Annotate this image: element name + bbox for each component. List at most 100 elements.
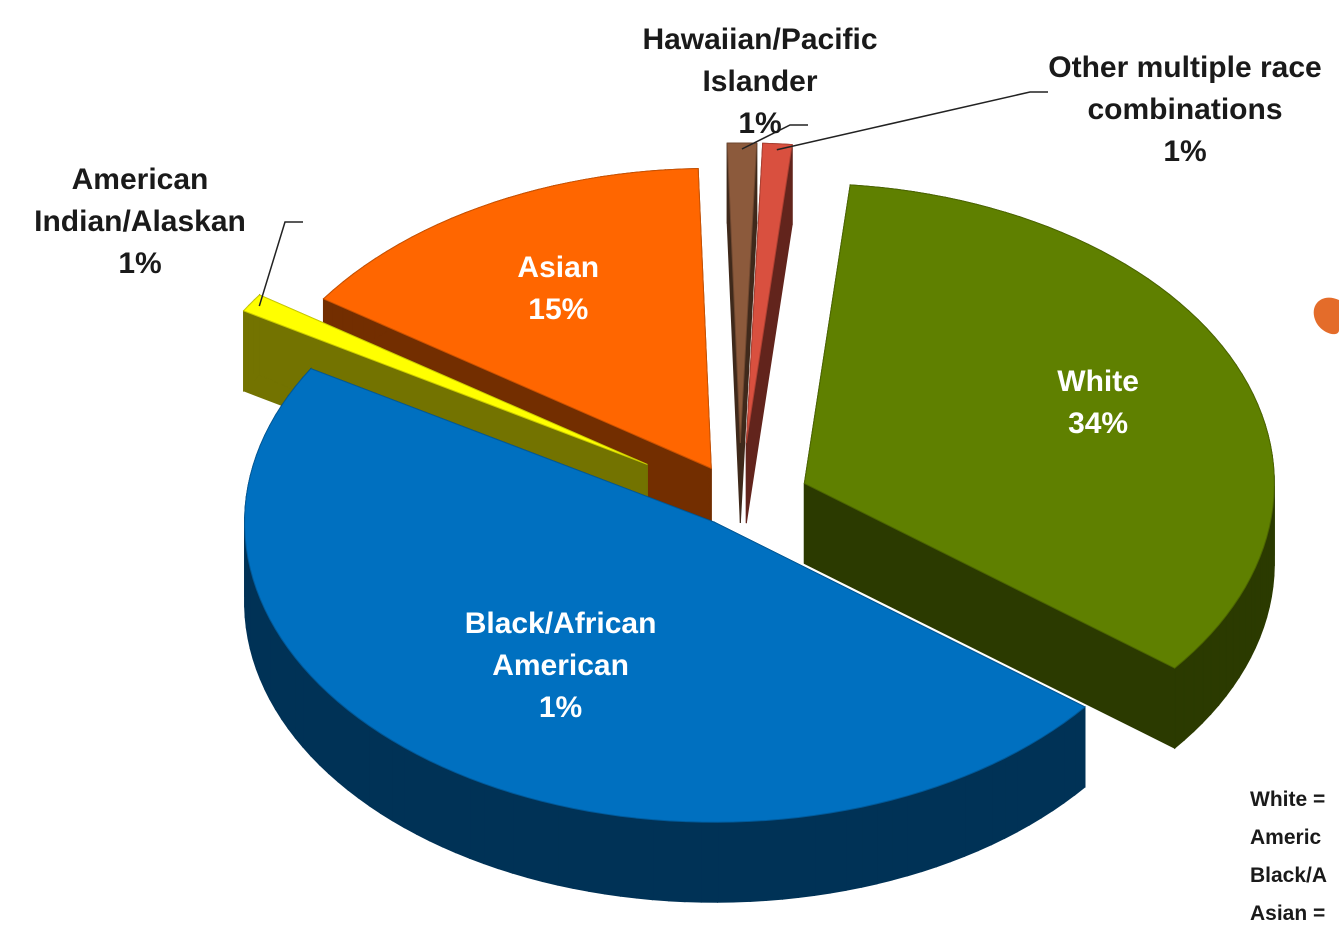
data-label: Hawaiian/Pacific Islander 1% bbox=[600, 19, 920, 145]
slice-side bbox=[684, 821, 702, 903]
slice-side bbox=[1074, 705, 1086, 797]
note-text: White = bbox=[1250, 788, 1326, 811]
slice-side bbox=[337, 700, 349, 791]
slice-side bbox=[469, 777, 485, 865]
slice-side bbox=[861, 803, 878, 888]
slice-side bbox=[977, 763, 993, 852]
label-name: Other multiple race combinations bbox=[1048, 51, 1322, 126]
data-label: Asian 15% bbox=[517, 247, 599, 331]
label-value: 1% bbox=[118, 247, 162, 280]
slice-side bbox=[749, 819, 767, 902]
slice-side bbox=[379, 732, 393, 822]
slice-side bbox=[557, 804, 574, 889]
slice-top bbox=[726, 142, 758, 444]
slice-side bbox=[921, 786, 937, 873]
slice-side bbox=[906, 790, 923, 877]
slice-side bbox=[512, 792, 528, 879]
slice-side bbox=[891, 795, 908, 881]
slice-side bbox=[327, 692, 339, 783]
slice-side bbox=[717, 821, 735, 903]
slice-side bbox=[1028, 736, 1042, 826]
note-text: Black/A bbox=[1250, 864, 1328, 887]
slice-side bbox=[391, 739, 405, 829]
slice-side bbox=[415, 753, 430, 842]
slice-top bbox=[803, 184, 1275, 669]
leader-line bbox=[258, 221, 303, 307]
slice-side bbox=[441, 766, 457, 854]
slice-side bbox=[1063, 714, 1076, 804]
slice-side bbox=[357, 716, 370, 807]
data-label: White 34% bbox=[1057, 361, 1139, 445]
slice-side bbox=[1193, 641, 1204, 733]
slice-side bbox=[964, 769, 979, 858]
slice-side bbox=[1225, 604, 1234, 698]
slice-side bbox=[1232, 595, 1240, 688]
slice-side bbox=[1016, 744, 1030, 833]
slice-side bbox=[572, 807, 590, 892]
slice-side bbox=[603, 813, 621, 897]
slice-side bbox=[845, 806, 863, 891]
slice-side bbox=[588, 810, 605, 895]
slice-side bbox=[368, 724, 381, 815]
slice-side bbox=[1183, 650, 1195, 742]
slice-top bbox=[322, 167, 712, 470]
slice-side bbox=[264, 609, 271, 700]
label-name: Asian bbox=[517, 251, 600, 285]
slice-side bbox=[700, 821, 719, 903]
slice-side bbox=[483, 782, 499, 870]
slice-side bbox=[318, 683, 329, 775]
slice-top bbox=[244, 368, 1086, 823]
slice-side bbox=[1244, 577, 1252, 668]
slice-side bbox=[541, 800, 559, 886]
data-label: Other multiple race combinations 1% bbox=[1020, 47, 1339, 173]
slice-side bbox=[814, 812, 831, 896]
label-name: Black/African American bbox=[464, 606, 657, 682]
label-value: 15% bbox=[528, 293, 589, 327]
data-label: American Indian/Alaskan 1% bbox=[10, 159, 270, 285]
slice-side bbox=[310, 674, 320, 766]
decoration bbox=[1313, 297, 1339, 335]
leader-line bbox=[741, 124, 808, 150]
label-name: White bbox=[1057, 365, 1139, 399]
slice-side bbox=[403, 746, 417, 836]
slice bbox=[244, 367, 1086, 903]
slice-side bbox=[652, 819, 670, 902]
slice-side bbox=[950, 775, 966, 863]
label-value: 34% bbox=[1068, 407, 1129, 441]
slice-side bbox=[294, 656, 304, 749]
slice-side bbox=[798, 814, 816, 899]
label-name: Hawaiian/Pacific Islander bbox=[642, 23, 878, 98]
label-value: 1% bbox=[538, 690, 583, 724]
slice-side bbox=[252, 578, 257, 670]
slice-side bbox=[269, 617, 276, 711]
slice-side bbox=[733, 820, 751, 903]
slice-side bbox=[1202, 632, 1212, 725]
slice-side bbox=[991, 757, 1006, 846]
slice-side bbox=[1259, 547, 1264, 638]
slice-side bbox=[1254, 557, 1261, 648]
slice-side bbox=[765, 818, 783, 901]
slice bbox=[726, 142, 758, 524]
slice-top bbox=[242, 294, 648, 465]
slice-side bbox=[1174, 658, 1185, 750]
slice-side bbox=[526, 796, 543, 883]
slice-side bbox=[935, 780, 952, 868]
slice-side bbox=[497, 787, 514, 874]
slice-side bbox=[1040, 729, 1054, 819]
slice-side bbox=[302, 665, 312, 758]
slice-side bbox=[876, 799, 893, 885]
slice-side bbox=[259, 599, 266, 690]
slice-side bbox=[428, 759, 443, 848]
note-text: Asian = bbox=[1250, 902, 1326, 925]
slice-top bbox=[745, 142, 793, 444]
slice-side bbox=[287, 646, 296, 740]
slice-side bbox=[619, 815, 637, 899]
note-text: Americ bbox=[1250, 826, 1322, 849]
label-value: 1% bbox=[1163, 135, 1207, 168]
slice-side bbox=[1052, 721, 1065, 812]
slice-side bbox=[243, 304, 250, 393]
slice-side bbox=[1238, 585, 1246, 679]
slice-side bbox=[274, 627, 282, 721]
